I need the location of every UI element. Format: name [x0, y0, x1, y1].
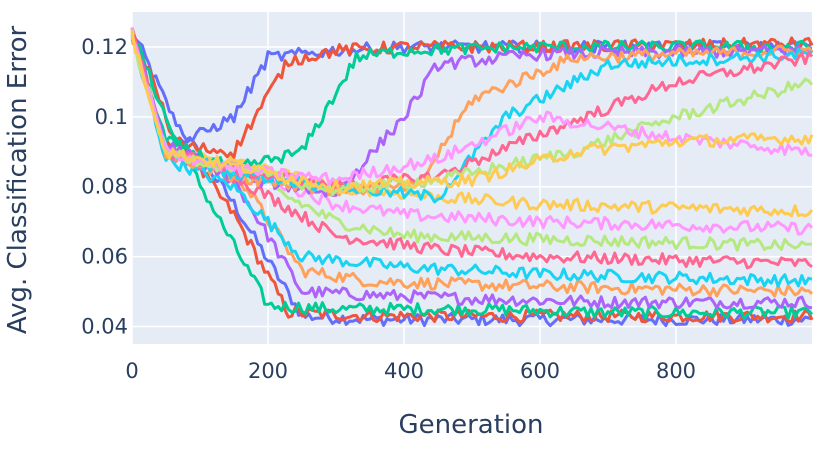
y-tick-label: 0.1	[95, 105, 128, 129]
y-tick-label: 0.12	[81, 35, 128, 59]
series-line-3	[130, 37, 814, 320]
y-tick-label: 0.04	[81, 315, 128, 339]
series-layer	[130, 27, 814, 328]
x-tick-label: 800	[656, 359, 696, 383]
series-line-20	[130, 30, 814, 194]
series-line-19	[130, 37, 813, 186]
series-line-15	[130, 37, 814, 197]
x-tick-label: 0	[125, 359, 138, 383]
tick-labels: 0 200 400 600 800 0.04 0.06 0.08 0.1 0.12	[81, 35, 696, 383]
y-tick-label: 0.06	[81, 245, 128, 269]
y-tick-label: 0.08	[81, 175, 128, 199]
series-line-12	[130, 32, 814, 159]
series-line-6	[130, 35, 813, 288]
x-tick-label: 600	[520, 359, 560, 383]
series-line-7	[130, 28, 813, 270]
series-line-5	[130, 41, 813, 298]
x-tick-label: 400	[384, 359, 424, 383]
series-line-2	[130, 30, 814, 324]
x-axis-title: Generation	[398, 410, 543, 440]
y-axis-title: Avg. Classification Error	[3, 26, 33, 335]
series-line-13	[130, 38, 813, 169]
x-tick-label: 200	[248, 359, 288, 383]
